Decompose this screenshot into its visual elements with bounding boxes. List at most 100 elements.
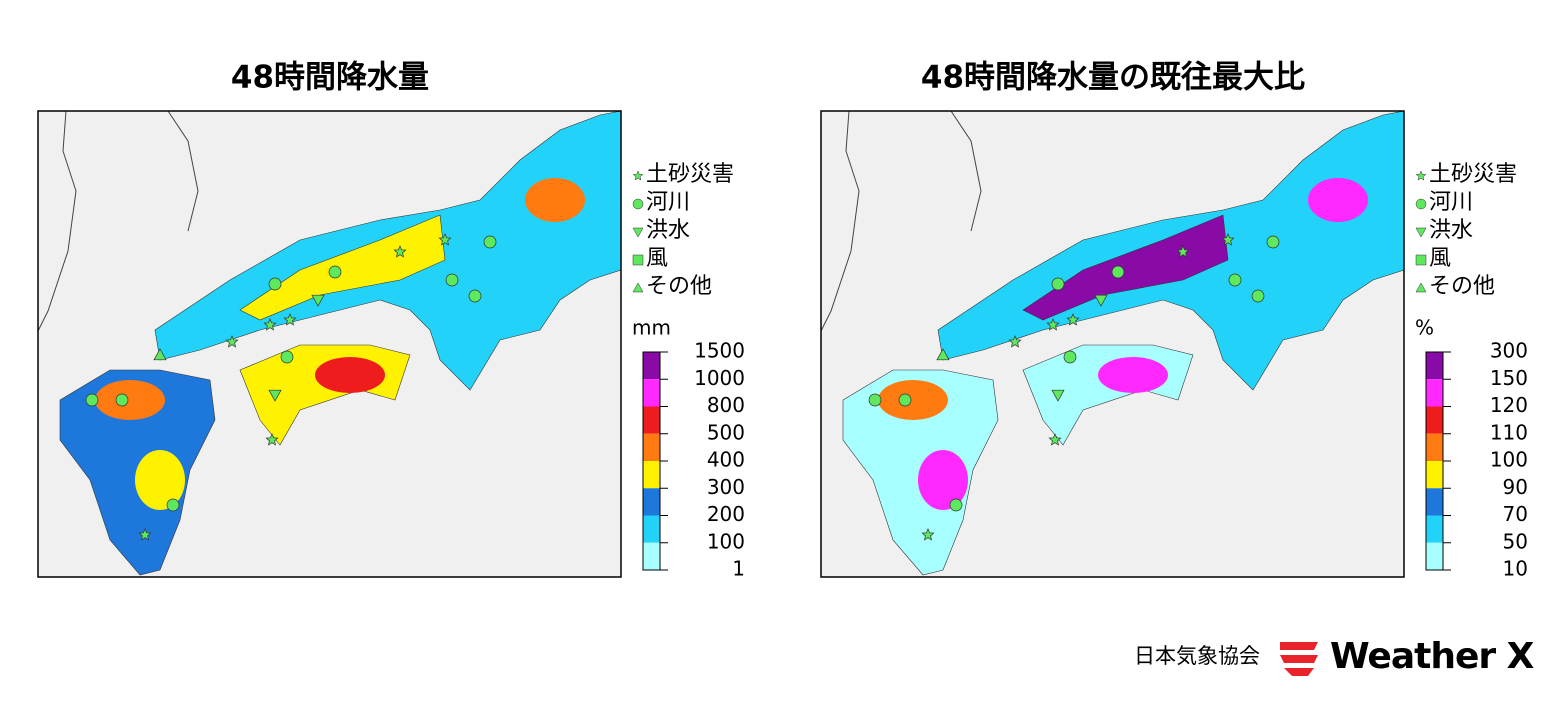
colorbar-tick-label: 1000 xyxy=(694,366,745,390)
kyushu-hot xyxy=(95,380,165,420)
colorbar-bin xyxy=(643,542,660,570)
colorbar-bin xyxy=(1426,515,1443,543)
panel-title: 48時間降水量 xyxy=(231,60,429,96)
legend-label: 洪水 xyxy=(646,218,690,243)
colorbar-unit: mm xyxy=(632,316,671,340)
legend-marker xyxy=(1415,198,1427,210)
legend-label: 河川 xyxy=(646,190,690,215)
legend-label: その他 xyxy=(646,274,712,299)
colorbar-bin xyxy=(1426,379,1443,407)
colorbar-tick-label: 400 xyxy=(707,448,745,472)
shikoku-hot xyxy=(315,357,385,393)
event-marker xyxy=(1066,313,1080,326)
legend-marker xyxy=(632,227,644,238)
event-marker xyxy=(115,393,129,407)
kyushu-hot xyxy=(878,380,948,420)
event-marker xyxy=(328,265,342,279)
colorbar-tick-label: 500 xyxy=(707,420,745,444)
event-marker xyxy=(868,393,882,407)
colorbar-bin xyxy=(1426,406,1443,434)
colorbar-tick-label: 1500 xyxy=(694,339,745,363)
event-marker xyxy=(921,528,935,541)
event-marker xyxy=(483,235,497,249)
colorbar-tick-label: 1 xyxy=(732,557,745,581)
legend-label: 洪水 xyxy=(1429,218,1473,243)
honshu-zone xyxy=(239,214,446,321)
honshu-east xyxy=(1308,178,1368,222)
colorbar-tick-label: 200 xyxy=(707,502,745,526)
map-frame xyxy=(37,110,622,578)
coastline xyxy=(167,110,199,232)
kyushu-south xyxy=(135,450,185,510)
footer-org: 日本気象協会 xyxy=(1134,644,1260,668)
event-marker xyxy=(445,273,459,287)
map-frame xyxy=(820,110,1405,578)
colorbar-tick-label: 110 xyxy=(1490,420,1528,444)
event-marker xyxy=(1228,273,1242,287)
shikoku-hot xyxy=(1098,357,1168,393)
event-marker xyxy=(268,389,282,402)
legend-label: 土砂災害 xyxy=(1429,162,1517,187)
map xyxy=(37,110,622,578)
colorbar-bin xyxy=(1426,352,1443,380)
event-marker xyxy=(225,335,239,348)
event-marker xyxy=(311,294,325,307)
event-marker xyxy=(468,289,482,303)
event-marker xyxy=(268,277,282,291)
honshu-zone xyxy=(1022,214,1229,321)
event-marker xyxy=(949,498,963,512)
colorbar-tick-label: 50 xyxy=(1503,529,1528,553)
colorbar-bin xyxy=(643,461,660,489)
colorbar-tick-label: 150 xyxy=(1490,366,1528,390)
event-marker xyxy=(1046,318,1060,331)
event-marker xyxy=(1221,233,1235,246)
event-marker xyxy=(1094,294,1108,307)
colorbar-tick-label: 800 xyxy=(707,393,745,417)
legend-marker xyxy=(632,170,644,181)
event-marker xyxy=(1048,433,1062,446)
legend-marker xyxy=(1415,282,1427,293)
legend-label: 河川 xyxy=(1429,190,1473,215)
map xyxy=(820,110,1405,578)
event-marker xyxy=(936,348,950,361)
event-marker xyxy=(1051,389,1065,402)
event-marker xyxy=(1111,265,1125,279)
coastline xyxy=(950,110,982,232)
legend-label: その他 xyxy=(1429,274,1495,299)
event-marker xyxy=(265,433,279,446)
event-marker xyxy=(1051,277,1065,291)
colorbar-bin xyxy=(1426,433,1443,461)
colorbar-tick-label: 100 xyxy=(707,529,745,553)
event-marker xyxy=(283,313,297,326)
legend-marker xyxy=(632,254,644,266)
colorbar-tick-label: 120 xyxy=(1490,393,1528,417)
colorbar-tick-label: 300 xyxy=(707,475,745,499)
event-marker xyxy=(1251,289,1265,303)
event-marker xyxy=(280,350,294,364)
legend-marker xyxy=(1415,254,1427,266)
event-marker xyxy=(438,233,452,246)
legend-label: 風 xyxy=(646,246,668,271)
colorbar-bin xyxy=(643,406,660,434)
colorbar-bin xyxy=(643,515,660,543)
event-marker xyxy=(263,318,277,331)
event-marker xyxy=(1063,350,1077,364)
colorbar-bin xyxy=(643,379,660,407)
legend-marker xyxy=(1415,170,1427,181)
legend-marker xyxy=(1415,227,1427,238)
event-marker xyxy=(1176,245,1190,258)
event-marker xyxy=(393,245,407,258)
coastline xyxy=(37,110,77,332)
legend-marker xyxy=(632,282,644,293)
event-marker xyxy=(138,528,152,541)
event-marker xyxy=(166,498,180,512)
honshu-east xyxy=(525,178,585,222)
event-marker xyxy=(85,393,99,407)
kyushu-south xyxy=(918,450,968,510)
event-marker xyxy=(153,348,167,361)
footer-brand: Weather X xyxy=(1330,636,1535,677)
colorbar-bin xyxy=(1426,542,1443,570)
colorbar-tick-label: 300 xyxy=(1490,339,1528,363)
colorbar-bin xyxy=(643,433,660,461)
